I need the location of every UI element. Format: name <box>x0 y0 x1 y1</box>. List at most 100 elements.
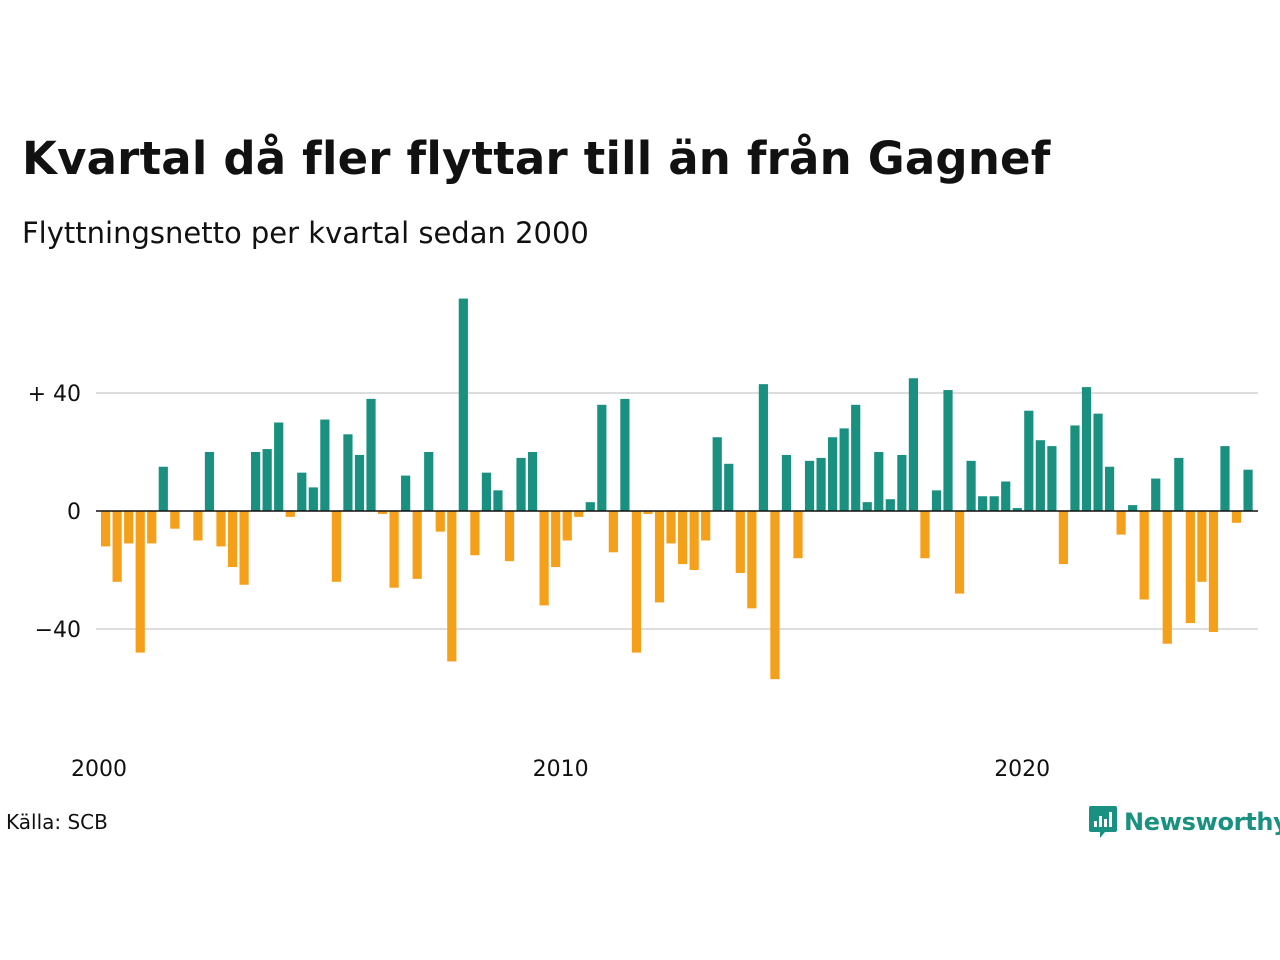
bar <box>908 378 918 511</box>
bar <box>343 434 353 511</box>
x-tick-label: 2010 <box>533 757 589 782</box>
bar <box>170 511 180 529</box>
bar <box>320 419 330 511</box>
bar <box>781 454 792 511</box>
bar <box>193 511 203 541</box>
bar <box>1243 469 1253 511</box>
bar <box>920 511 930 559</box>
bar <box>654 511 665 603</box>
bar <box>1024 410 1034 511</box>
bars <box>101 298 1253 680</box>
bar <box>724 463 734 511</box>
bar <box>539 511 549 606</box>
x-tick-label: 2020 <box>994 757 1050 782</box>
bar <box>828 437 838 511</box>
bar <box>262 449 272 511</box>
bar <box>158 466 168 511</box>
x-tick-label: 2000 <box>71 757 127 782</box>
bar <box>678 511 688 565</box>
bar <box>839 428 849 511</box>
bar <box>735 511 745 573</box>
bar <box>251 452 261 511</box>
bar <box>389 511 399 588</box>
bar <box>274 422 284 511</box>
chart-subtitle: Flyttningsnetto per kvartal sedan 2000 <box>22 216 589 250</box>
bar <box>1047 446 1057 511</box>
bar <box>285 511 295 517</box>
bar <box>504 511 515 562</box>
newsworthy-logo: Newsworthy <box>1088 804 1280 840</box>
bar <box>631 511 642 653</box>
bar <box>1208 511 1219 632</box>
bar <box>931 490 942 511</box>
gridlines <box>96 392 1258 630</box>
bar <box>1174 457 1184 511</box>
bar <box>227 511 238 568</box>
bar <box>401 475 411 511</box>
bar <box>124 511 134 544</box>
bar <box>574 511 584 517</box>
bar <box>666 511 676 544</box>
bar <box>470 511 480 556</box>
bar <box>551 511 561 568</box>
bar <box>424 452 434 511</box>
x-axis-labels: 2000 2010 2020 <box>71 757 1050 782</box>
bar <box>527 452 538 511</box>
bar <box>1116 511 1126 535</box>
bar <box>1185 511 1195 624</box>
bar <box>239 511 249 585</box>
chart-title: Kvartal då fler flyttar till än från Gag… <box>22 132 1051 185</box>
bar <box>1162 511 1172 644</box>
bar <box>597 404 607 511</box>
bar <box>1070 425 1080 511</box>
bar <box>816 457 826 511</box>
bar <box>101 511 111 547</box>
bar <box>435 511 445 532</box>
source-note: Källa: SCB <box>6 810 108 834</box>
bar <box>643 511 653 514</box>
bar <box>585 502 595 511</box>
bar <box>770 511 780 680</box>
bar <box>458 298 468 511</box>
bar <box>1035 440 1045 511</box>
bar <box>897 454 907 511</box>
bar <box>562 511 572 541</box>
bar <box>1128 505 1138 511</box>
bar <box>354 454 365 511</box>
bar <box>1104 466 1115 511</box>
bar <box>297 472 307 511</box>
bar <box>147 511 157 544</box>
bar <box>954 511 965 594</box>
bar <box>308 487 318 511</box>
bar <box>793 511 803 559</box>
bar <box>989 496 999 511</box>
bar <box>135 511 145 653</box>
bar <box>620 398 630 511</box>
bar <box>608 511 618 553</box>
bar <box>1081 387 1092 511</box>
bar <box>493 490 503 511</box>
bar <box>885 499 895 511</box>
bar <box>1197 511 1207 582</box>
bar <box>1093 413 1103 511</box>
bar <box>747 511 757 609</box>
bar <box>331 511 341 582</box>
y-tick-label: −40 <box>35 618 81 643</box>
bar <box>366 398 376 511</box>
bar <box>216 511 226 547</box>
bar <box>862 502 872 511</box>
bar <box>1139 511 1149 600</box>
bar <box>701 511 711 541</box>
bar <box>1231 511 1242 523</box>
bar <box>712 437 722 511</box>
bar <box>516 457 526 511</box>
bar <box>1001 481 1011 511</box>
bar <box>377 511 388 514</box>
bar <box>874 452 884 511</box>
bar <box>1012 508 1022 511</box>
bar <box>447 511 457 662</box>
y-tick-label: 0 <box>67 500 81 525</box>
bar <box>966 460 976 511</box>
bar <box>1058 511 1069 565</box>
